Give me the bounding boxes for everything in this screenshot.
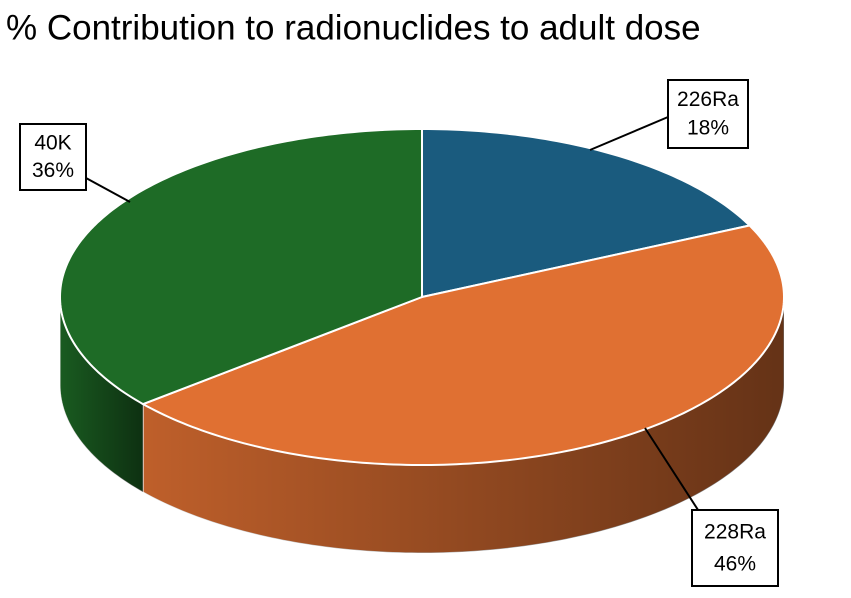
pie-slice <box>421 127 752 299</box>
data-label-value: 18% <box>687 117 729 140</box>
label-box <box>19 123 87 191</box>
leader-line <box>589 116 669 151</box>
leader-line <box>85 177 131 203</box>
pie-side-shade <box>143 297 784 553</box>
data-label-value: 46% <box>714 552 756 575</box>
label-box <box>667 79 749 149</box>
pie-side-shade <box>60 297 144 493</box>
data-label-value: 36% <box>32 159 74 182</box>
data-label-name: 40K <box>34 131 71 154</box>
pie-slice <box>59 127 423 406</box>
data-label-name: 226Ra <box>677 88 739 111</box>
pie-slice <box>140 224 785 466</box>
leader-line <box>644 427 701 514</box>
label-box <box>691 509 779 587</box>
chart-title: % Contribution to radionuclides to adult… <box>6 8 701 47</box>
data-label-name: 228Ra <box>704 520 766 543</box>
